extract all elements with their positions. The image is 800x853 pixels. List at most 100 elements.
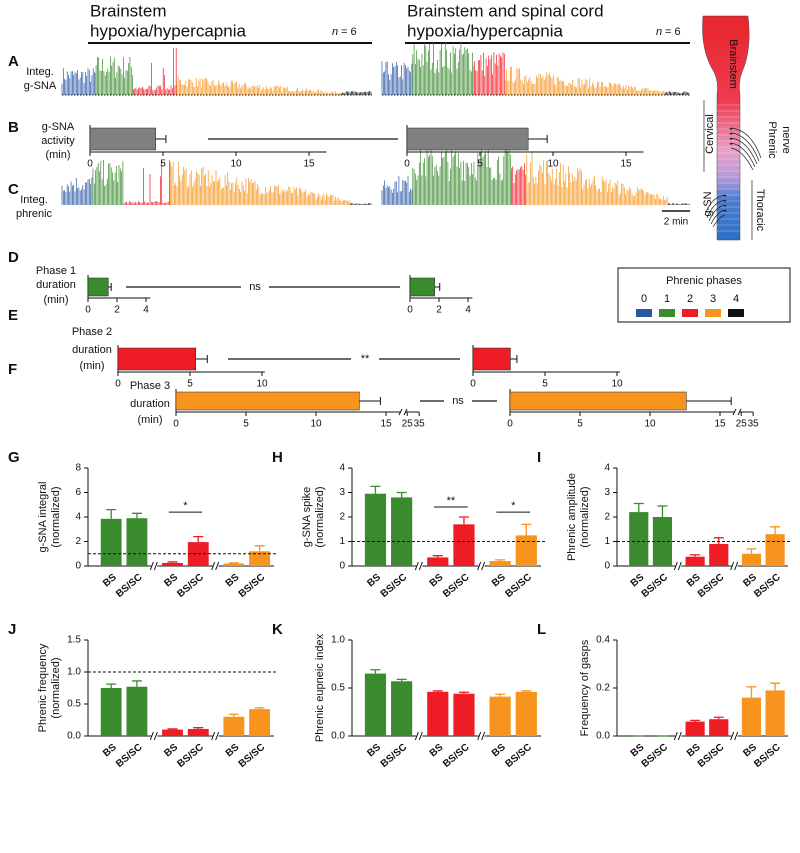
y-tick-label: 3 [604, 487, 610, 498]
y-axis-label: (normalized) [50, 657, 62, 718]
trace-label: phrenic [16, 208, 53, 220]
y-tick-label: 0.0 [67, 731, 81, 742]
error-bar [131, 512, 142, 519]
x-tick-label: 0 [173, 419, 179, 430]
y-axis-label: (normalized) [579, 486, 591, 547]
legend-label: 2 [687, 293, 693, 305]
header-title: Brainstem and spinal cord [407, 1, 604, 20]
x-tick-label: BS/SC [114, 742, 144, 770]
n-symbol: n [656, 26, 662, 38]
bar [162, 562, 183, 566]
axis-break [477, 731, 486, 741]
bar [87, 277, 109, 297]
trace [668, 203, 690, 205]
significance: ** [447, 495, 456, 507]
legend-swatch [705, 309, 721, 317]
x-tick-label: 5 [477, 159, 483, 170]
x-tick-label: BS [101, 742, 119, 760]
bar [409, 277, 435, 297]
y-tick-label: 0 [75, 561, 81, 572]
trace [61, 177, 93, 205]
x-tick-label: BS [490, 572, 508, 590]
x-tick-label: 35 [414, 419, 426, 430]
diagram-label: Phrenic [766, 121, 778, 159]
trace [412, 146, 511, 205]
bar [391, 497, 413, 566]
y-axis-label: g-SNA spike [301, 487, 313, 548]
legend-label: 0 [641, 293, 647, 305]
x-tick-label: 35 [748, 419, 760, 430]
error-bar [106, 683, 117, 688]
error-bar [657, 505, 668, 517]
x-tick-label: BS/SC [752, 572, 782, 600]
y-tick-label: 1 [604, 536, 610, 547]
x-tick-label: 4 [465, 305, 471, 316]
y-tick-label: 6 [75, 487, 81, 498]
panel-letter: C [8, 181, 19, 198]
bar [765, 690, 785, 736]
bar [175, 391, 360, 411]
n-symbol: n [332, 26, 338, 38]
y-tick-label: 4 [604, 463, 610, 474]
y-tick-label: 0.2 [596, 683, 610, 694]
axis-break [477, 561, 486, 571]
bar [629, 512, 649, 566]
x-tick-label: BS/SC [175, 572, 205, 600]
x-tick-label: 5 [577, 419, 583, 430]
bar [117, 347, 197, 371]
y-axis-label: Phrenic amplitude [566, 473, 578, 561]
panel-letter: I [537, 449, 541, 466]
trace [95, 56, 133, 95]
y-tick-label: 1.5 [67, 635, 81, 646]
panel-letter: K [272, 621, 283, 638]
x-tick-label: 10 [547, 159, 559, 170]
axis-label: Phase 2 [72, 326, 112, 338]
n-value: = 6 [665, 26, 681, 38]
axis-break [732, 408, 742, 416]
trace [349, 203, 372, 205]
trace [381, 176, 413, 205]
x-tick-label: BS [224, 572, 242, 590]
trace [176, 75, 341, 95]
x-tick-label: 4 [143, 305, 149, 316]
axis-label: duration [72, 344, 112, 356]
legend-title: Phrenic phases [666, 275, 742, 287]
error-bar [495, 693, 506, 697]
trace-label: g-SNA [24, 80, 57, 92]
x-tick-label: BS [162, 742, 180, 760]
error-bar [495, 559, 506, 562]
panel-letter: E [8, 307, 18, 324]
error-bar [195, 355, 208, 363]
x-tick-label: 5 [187, 379, 193, 390]
x-tick-label: 5 [542, 379, 548, 390]
error-bar [254, 707, 265, 710]
x-tick-label: 0 [404, 159, 410, 170]
bar [489, 561, 511, 566]
error-bar [359, 397, 381, 405]
spinal-cord-diagram: Brainstem Cervical Phrenic nerve Thoraci… [702, 15, 792, 241]
bar [249, 709, 271, 736]
significance: * [183, 500, 188, 512]
axis-break [730, 561, 739, 571]
trace [665, 91, 690, 95]
trace [61, 68, 97, 95]
error-bar [432, 555, 443, 558]
trace-label: Integ. [26, 66, 54, 78]
axis-label: Phase 3 [130, 380, 170, 392]
diagram-label: Thoracic [754, 189, 766, 232]
legend-swatch [728, 309, 744, 317]
error-bar [228, 713, 239, 717]
bar [741, 553, 762, 566]
x-tick-label: BS/SC [752, 742, 782, 770]
x-tick-label: 2 [436, 305, 442, 316]
bar [453, 693, 475, 736]
scale-bar-label: 2 min [664, 217, 688, 228]
y-tick-label: 0.0 [331, 731, 345, 742]
x-tick-label: BS/SC [640, 572, 670, 600]
trace [381, 61, 413, 95]
y-axis-label: Phrenic frequency [37, 643, 49, 732]
error-bar [254, 545, 265, 552]
error-bar [713, 716, 724, 720]
bar [126, 518, 148, 566]
bar [765, 534, 785, 566]
